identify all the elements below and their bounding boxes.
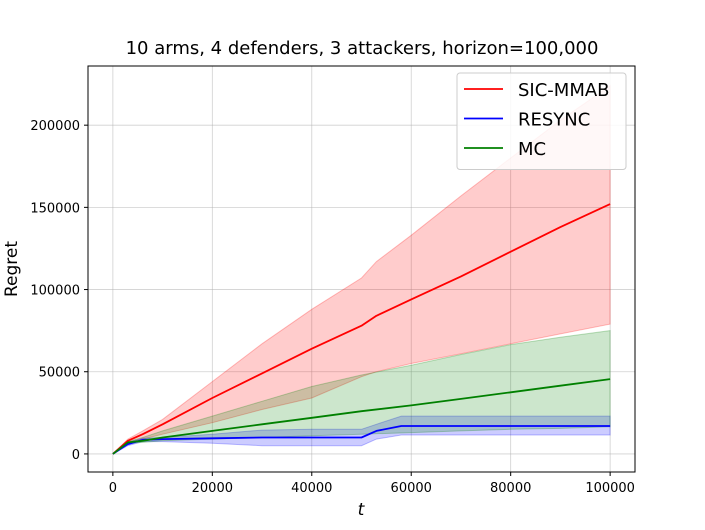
series-lines xyxy=(112,203,611,455)
x-tick-label: 80000 xyxy=(490,481,531,496)
y-axis: 0 50000 100000 150000 200000 xyxy=(30,119,88,463)
legend: SIC-MMAB RESYNC MC xyxy=(456,72,627,170)
x-axis: 0 20000 40000 60000 80000 100000 xyxy=(109,472,635,496)
line-sic-mmab xyxy=(112,203,611,455)
x-axis-label: t xyxy=(358,500,366,520)
line-mc xyxy=(112,378,611,455)
y-axis-label: Regret xyxy=(2,241,22,297)
legend-label-resync: RESYNC xyxy=(518,110,590,131)
x-tick-label: 100000 xyxy=(585,481,635,496)
chart-title: 10 arms, 4 defenders, 3 attackers, horiz… xyxy=(126,38,599,59)
y-tick-label: 150000 xyxy=(30,201,80,216)
plot-frame xyxy=(87,65,636,473)
y-tick-label: 0 xyxy=(72,448,80,463)
y-tick-label: 50000 xyxy=(39,366,80,381)
x-tick-label: 40000 xyxy=(291,481,332,496)
y-tick-label: 200000 xyxy=(30,119,80,134)
x-tick-label: 60000 xyxy=(391,481,432,496)
y-tick-label: 100000 xyxy=(30,284,80,299)
legend-label-mc: MC xyxy=(518,139,546,160)
x-tick-label: 20000 xyxy=(192,481,233,496)
legend-box xyxy=(456,72,627,170)
legend-label-sic-mmab: SIC-MMAB xyxy=(518,80,610,101)
x-tick-label: 0 xyxy=(109,481,117,496)
